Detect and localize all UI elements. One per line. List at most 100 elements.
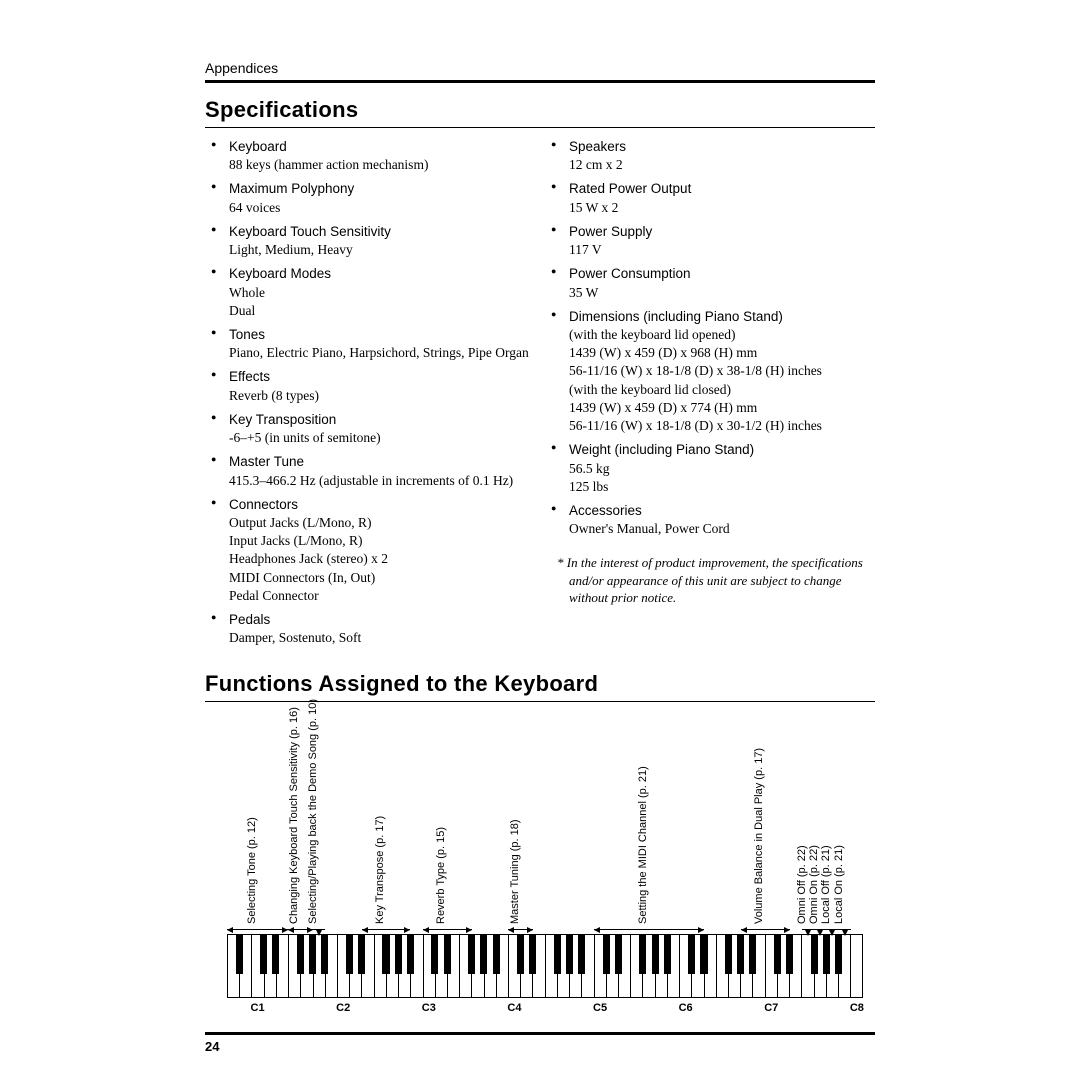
function-marker-label: Selecting Tone (p. 12) bbox=[246, 818, 258, 925]
page-number: 24 bbox=[205, 1039, 875, 1054]
black-key bbox=[737, 934, 744, 974]
c-label: C3 bbox=[422, 1002, 436, 1014]
spec-item: ConnectorsOutput Jacks (L/Mono, R)Input … bbox=[205, 496, 535, 605]
spec-item-title: Weight (including Piano Stand) bbox=[569, 441, 875, 459]
spec-item: Keyboard Touch SensitivityLight, Medium,… bbox=[205, 223, 535, 259]
spec-item: Weight (including Piano Stand)56.5 kg125… bbox=[545, 441, 875, 496]
heading-specifications: Specifications bbox=[205, 97, 875, 123]
function-marker-label: Omni Off (p. 22) bbox=[796, 846, 808, 925]
black-key bbox=[615, 934, 622, 974]
spec-item: Rated Power Output15 W x 2 bbox=[545, 180, 875, 216]
c-label: C4 bbox=[507, 1002, 521, 1014]
function-marker-label: Volume Balance in Dual Play (p. 17) bbox=[753, 748, 765, 924]
spec-item-title: Speakers bbox=[569, 138, 875, 156]
spec-item-line: 117 V bbox=[569, 241, 875, 259]
black-key bbox=[749, 934, 756, 974]
black-key bbox=[260, 934, 267, 974]
black-key bbox=[309, 934, 316, 974]
spec-item-line: 415.3–466.2 Hz (adjustable in increments… bbox=[229, 472, 535, 490]
spec-item-title: Dimensions (including Piano Stand) bbox=[569, 308, 875, 326]
heading-functions: Functions Assigned to the Keyboard bbox=[205, 671, 875, 697]
black-key bbox=[529, 934, 536, 974]
spec-item-line: Light, Medium, Heavy bbox=[229, 241, 535, 259]
c-label: C6 bbox=[679, 1002, 693, 1014]
spec-footnote: In the interest of product improvement, … bbox=[545, 554, 875, 607]
spec-item: Maximum Polyphony64 voices bbox=[205, 180, 535, 216]
spec-item-line: 88 keys (hammer action mechanism) bbox=[229, 156, 535, 174]
spec-item: Power Consumption35 W bbox=[545, 265, 875, 301]
spec-item: Key Transposition-6–+5 (in units of semi… bbox=[205, 411, 535, 447]
rule-thick-bottom bbox=[205, 1032, 875, 1035]
spec-item-line: (with the keyboard lid closed) bbox=[569, 381, 875, 399]
black-key bbox=[786, 934, 793, 974]
black-key bbox=[566, 934, 573, 974]
black-key bbox=[346, 934, 353, 974]
spec-item: Power Supply117 V bbox=[545, 223, 875, 259]
spec-item: Master Tune415.3–466.2 Hz (adjustable in… bbox=[205, 453, 535, 489]
function-marker-label: Master Tuning (p. 18) bbox=[509, 820, 521, 925]
page-content: Appendices Specifications Keyboard88 key… bbox=[205, 60, 875, 1032]
spec-item-title: Rated Power Output bbox=[569, 180, 875, 198]
spec-col-left: Keyboard88 keys (hammer action mechanism… bbox=[205, 138, 535, 653]
black-key bbox=[664, 934, 671, 974]
spec-item-line: 56.5 kg bbox=[569, 460, 875, 478]
black-key bbox=[236, 934, 243, 974]
black-key bbox=[823, 934, 830, 974]
spec-item-line: MIDI Connectors (In, Out) bbox=[229, 569, 535, 587]
spec-item-line: (with the keyboard lid opened) bbox=[569, 326, 875, 344]
spec-item-line: 56-11/16 (W) x 18-1/8 (D) x 30-1/2 (H) i… bbox=[569, 417, 875, 435]
black-key bbox=[297, 934, 304, 974]
spec-item-line: Dual bbox=[229, 302, 535, 320]
black-key bbox=[725, 934, 732, 974]
section-label: Appendices bbox=[205, 60, 875, 76]
rule-under-heading-2 bbox=[205, 701, 875, 702]
c-label: C2 bbox=[336, 1002, 350, 1014]
spec-item: PedalsDamper, Sostenuto, Soft bbox=[205, 611, 535, 647]
black-key bbox=[774, 934, 781, 974]
spec-item-line: Whole bbox=[229, 284, 535, 302]
spec-item-title: Accessories bbox=[569, 502, 875, 520]
spec-item-title: Maximum Polyphony bbox=[229, 180, 535, 198]
function-marker-label: Setting the MIDI Channel (p. 21) bbox=[637, 767, 649, 925]
black-key bbox=[480, 934, 487, 974]
spec-item-line: Output Jacks (L/Mono, R) bbox=[229, 514, 535, 532]
spec-item-title: Key Transposition bbox=[229, 411, 535, 429]
spec-item-line: 1439 (W) x 459 (D) x 774 (H) mm bbox=[569, 399, 875, 417]
black-key bbox=[700, 934, 707, 974]
page-footer: 24 bbox=[205, 1028, 875, 1054]
c-labels: C1C2C3C4C5C6C7C8 bbox=[227, 1002, 863, 1018]
function-marker-label: Reverb Type (p. 15) bbox=[435, 827, 447, 924]
spec-item: AccessoriesOwner's Manual, Power Cord bbox=[545, 502, 875, 538]
spec-item-title: Keyboard Touch Sensitivity bbox=[229, 223, 535, 241]
spec-item-title: Pedals bbox=[229, 611, 535, 629]
function-marker-label: Local On (p. 21) bbox=[833, 846, 845, 925]
spec-item: EffectsReverb (8 types) bbox=[205, 368, 535, 404]
rule-under-heading-1 bbox=[205, 127, 875, 128]
c-label: C1 bbox=[251, 1002, 265, 1014]
function-marker-label: Changing Keyboard Touch Sensitivity (p. … bbox=[288, 708, 300, 925]
black-key bbox=[493, 934, 500, 974]
spec-item-line: Owner's Manual, Power Cord bbox=[569, 520, 875, 538]
spec-item-line: Damper, Sostenuto, Soft bbox=[229, 629, 535, 647]
spec-item-line: Piano, Electric Piano, Harpsichord, Stri… bbox=[229, 344, 535, 362]
black-key bbox=[407, 934, 414, 974]
spec-item: Keyboard88 keys (hammer action mechanism… bbox=[205, 138, 535, 174]
spec-item-title: Keyboard Modes bbox=[229, 265, 535, 283]
black-key bbox=[444, 934, 451, 974]
spec-item: Keyboard ModesWholeDual bbox=[205, 265, 535, 320]
rule-thick-top bbox=[205, 80, 875, 83]
keyboard-diagram: C1C2C3C4C5C6C7C8 Selecting Tone (p. 12)C… bbox=[227, 712, 863, 1032]
function-marker-label: Local Off (p. 21) bbox=[820, 846, 832, 925]
spec-item: Dimensions (including Piano Stand) (with… bbox=[545, 308, 875, 436]
function-marker-label: Omni On (p. 22) bbox=[808, 846, 820, 925]
spec-item-line: 15 W x 2 bbox=[569, 199, 875, 217]
black-key bbox=[688, 934, 695, 974]
spec-item-line: 56-11/16 (W) x 18-1/8 (D) x 38-1/8 (H) i… bbox=[569, 362, 875, 380]
spec-item-title: Master Tune bbox=[229, 453, 535, 471]
black-key bbox=[431, 934, 438, 974]
spec-item-line: 64 voices bbox=[229, 199, 535, 217]
black-key bbox=[358, 934, 365, 974]
spec-item-title: Tones bbox=[229, 326, 535, 344]
black-key bbox=[517, 934, 524, 974]
spec-list-right: Speakers12 cm x 2Rated Power Output15 W … bbox=[545, 138, 875, 538]
